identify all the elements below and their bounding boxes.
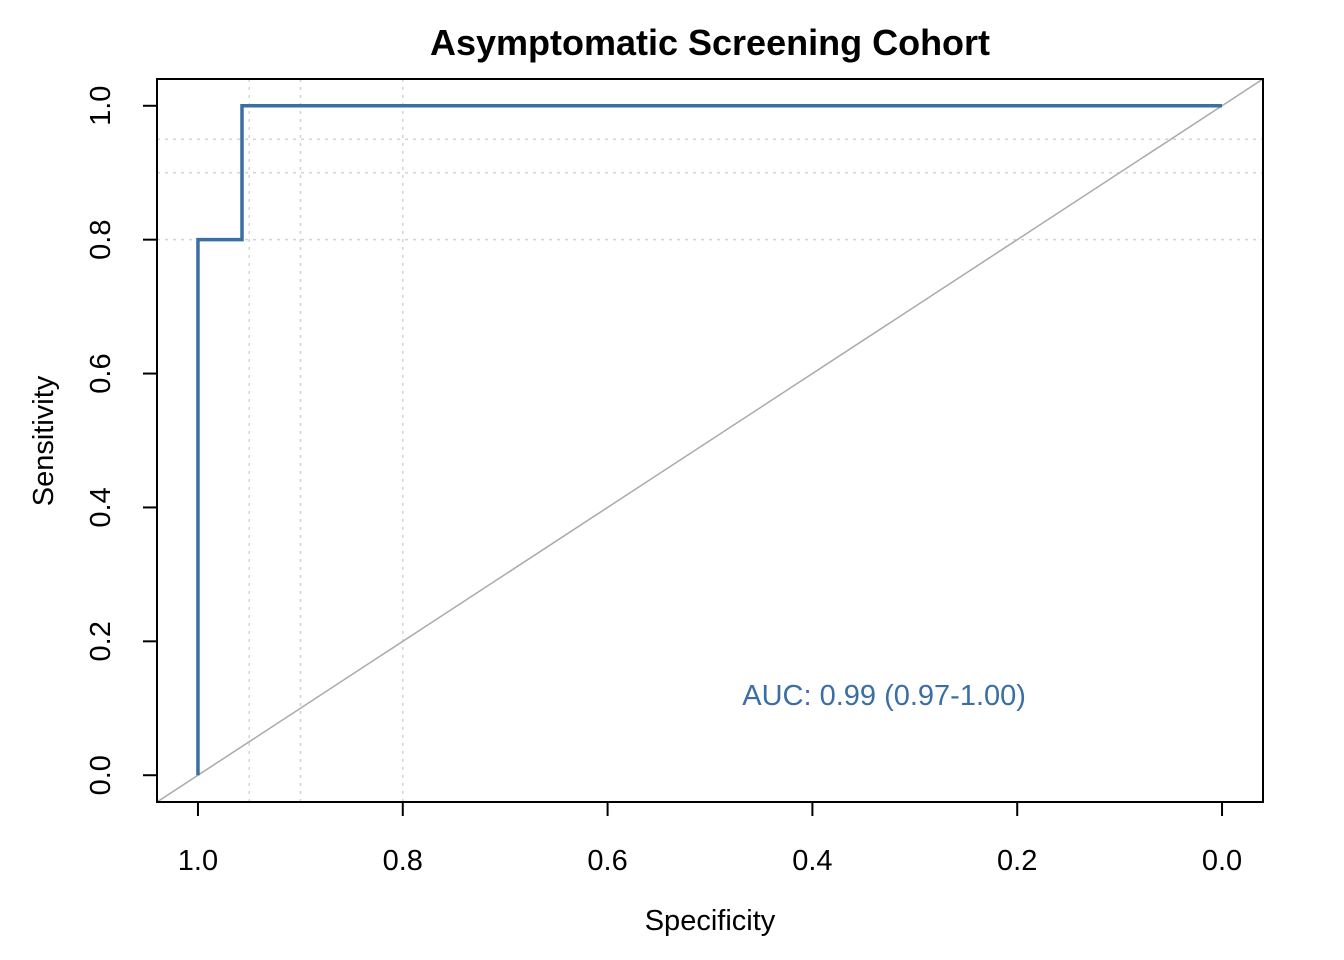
- y-tick-label: 0.6: [85, 353, 117, 393]
- x-tick-label: 0.4: [792, 845, 832, 877]
- y-axis-label: Sensitivity: [28, 375, 60, 506]
- reference-diagonal: [156, 78, 1264, 803]
- x-tick-label: 1.0: [178, 845, 218, 877]
- y-tick-label: 0.0: [85, 755, 117, 795]
- x-axis-label: Specificity: [645, 905, 776, 937]
- x-axis: 1.0 0.8 0.6 0.4 0.2 0.0: [178, 801, 1242, 877]
- y-tick-label: 0.8: [85, 220, 117, 260]
- x-tick-label: 0.0: [1202, 845, 1242, 877]
- y-tick-label: 1.0: [85, 86, 117, 126]
- x-tick-label: 0.8: [383, 845, 423, 877]
- y-axis: 0.0 0.2 0.4 0.6 0.8 1.0: [85, 86, 158, 795]
- y-tick-label: 0.4: [85, 487, 117, 527]
- x-tick-label: 0.2: [997, 845, 1037, 877]
- roc-series: [196, 104, 1223, 776]
- auc-annotation: AUC: 0.99 (0.97-1.00): [742, 680, 1026, 712]
- y-tick-label: 0.2: [85, 621, 117, 661]
- reference-line: [156, 78, 1264, 803]
- roc-curve: [196, 104, 1223, 776]
- x-tick-label: 0.6: [587, 845, 627, 877]
- chart-title: Asymptomatic Screening Cohort: [430, 22, 990, 63]
- grid-lines: [157, 79, 1263, 802]
